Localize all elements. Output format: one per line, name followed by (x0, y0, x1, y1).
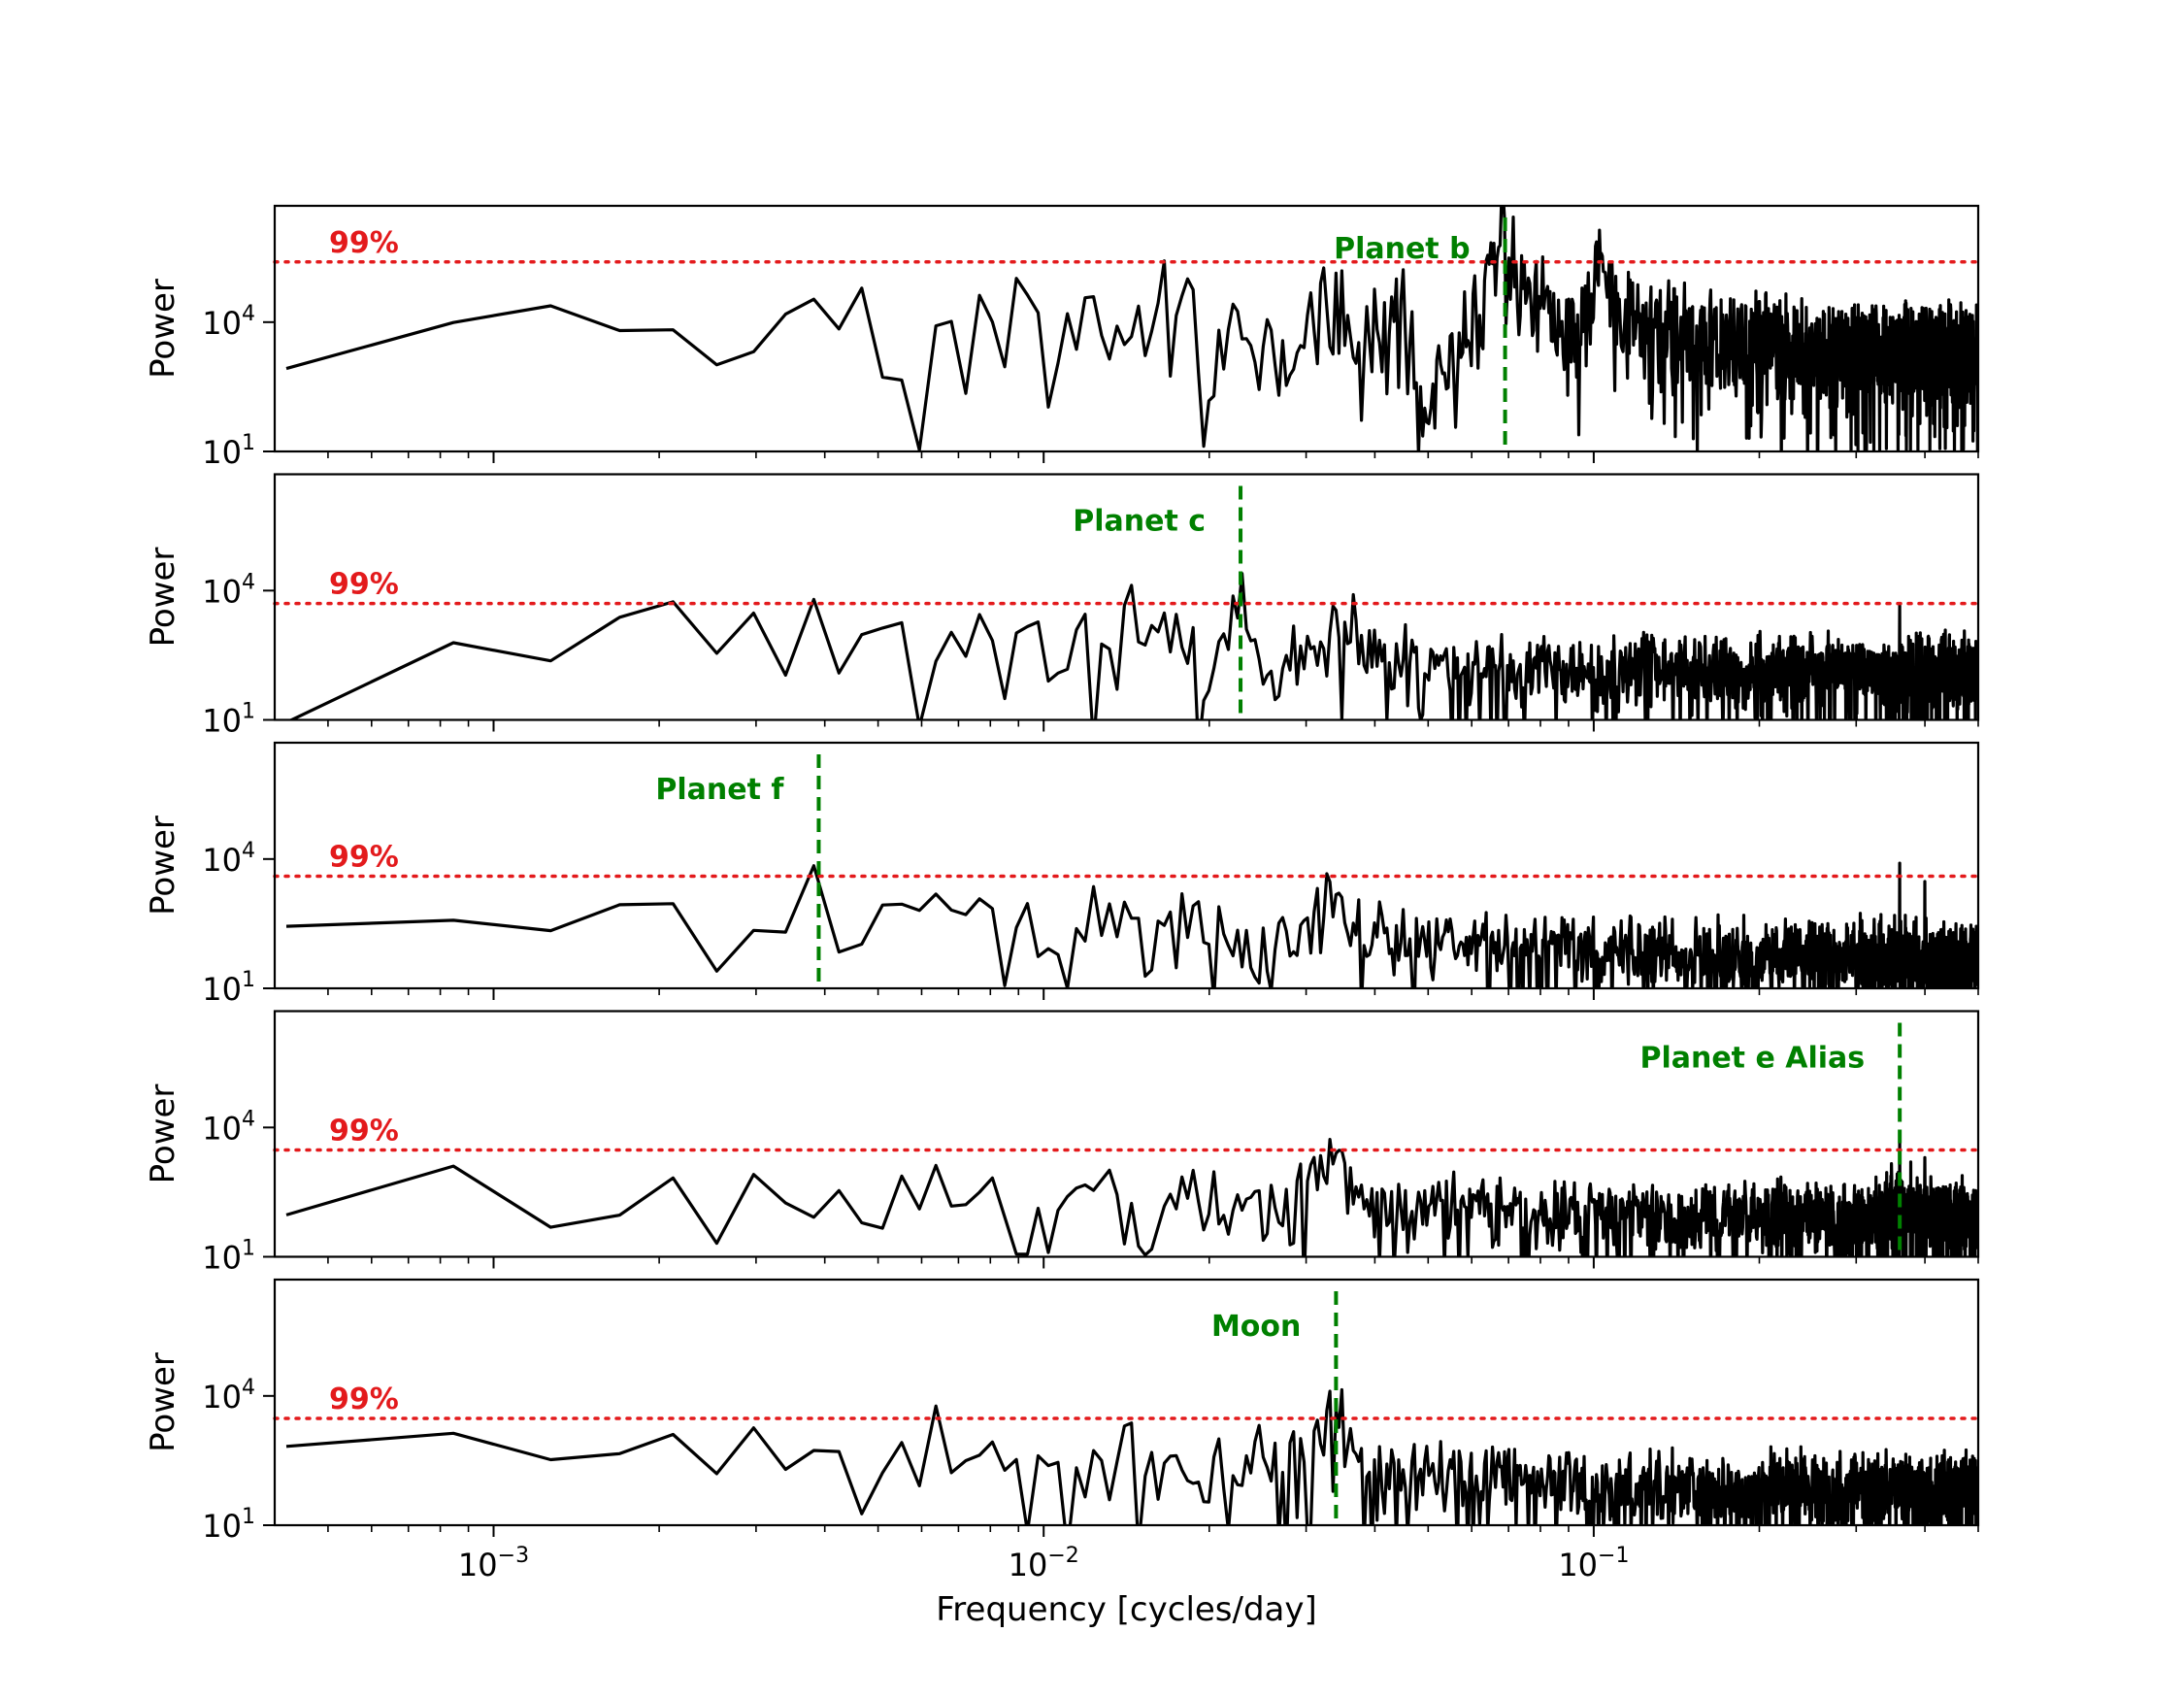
y-axis-label-4: Power (144, 1084, 182, 1184)
power-line-2 (287, 572, 1978, 720)
y-tick-label-1: 101 (202, 1237, 255, 1277)
threshold-label-5: 99% (329, 1383, 399, 1416)
panel-frame-1 (273, 204, 1980, 453)
marker-label-1: Planet b (1334, 232, 1470, 266)
panel-2: 99% Planet c 101 104 Power (144, 473, 1980, 740)
power-line-5 (285, 1387, 1978, 1525)
y-tick-label-1: 101 (202, 431, 255, 471)
panel-frame-3 (273, 741, 1980, 990)
y-tick-label-2: 104 (202, 1107, 255, 1147)
y-tick-label-1: 101 (202, 968, 255, 1008)
power-line-1 (285, 206, 1978, 451)
y-axis-label-2: Power (144, 548, 182, 648)
y-tick-label-2: 104 (202, 570, 255, 610)
threshold-label-4: 99% (329, 1115, 399, 1149)
x-tick-label-2: 10−2 (1009, 1544, 1079, 1583)
panel-5: 99% Moon 10−3 10−2 10−1 101 104 Power (144, 1278, 1980, 1583)
marker-label-2: Planet c (1073, 505, 1206, 539)
y-tick-label-2: 104 (202, 302, 255, 342)
panel-frame-2 (273, 473, 1980, 721)
x-tick-label-3: 10−1 (1558, 1544, 1629, 1583)
threshold-label-3: 99% (329, 840, 399, 874)
panel-4: 99% Planet e Alias 101 104 Power (144, 1010, 1980, 1277)
threshold-label-1: 99% (329, 226, 399, 260)
y-tick-label-1: 101 (202, 1505, 255, 1545)
marker-label-3: Planet f (655, 773, 784, 807)
y-axis-label-3: Power (144, 816, 182, 916)
panel-frame-4 (273, 1010, 1980, 1258)
panels-group: 99% Planet b 101 104 Power 99% Planet c 101 104 P… (144, 204, 1980, 1583)
power-line-4 (285, 1135, 1978, 1257)
y-axis-label-5: Power (144, 1352, 182, 1452)
x-axis-label: Frequency [cycles/day] (936, 1590, 1317, 1629)
panel-frame-5 (273, 1278, 1980, 1527)
panel-3: 99% Planet f 101 104 Power (144, 741, 1980, 1008)
marker-label-5: Moon (1211, 1310, 1301, 1344)
marker-label-4: Planet e Alias (1639, 1042, 1865, 1076)
y-axis-label-1: Power (144, 279, 182, 379)
power-line-3 (285, 861, 1978, 988)
y-tick-label-2: 104 (202, 839, 255, 879)
y-tick-label-2: 104 (202, 1376, 255, 1416)
panel-1: 99% Planet b 101 104 Power (144, 204, 1980, 471)
y-tick-label-1: 101 (202, 700, 255, 740)
x-tick-label-1: 10−3 (458, 1544, 529, 1583)
threshold-label-2: 99% (329, 568, 399, 602)
